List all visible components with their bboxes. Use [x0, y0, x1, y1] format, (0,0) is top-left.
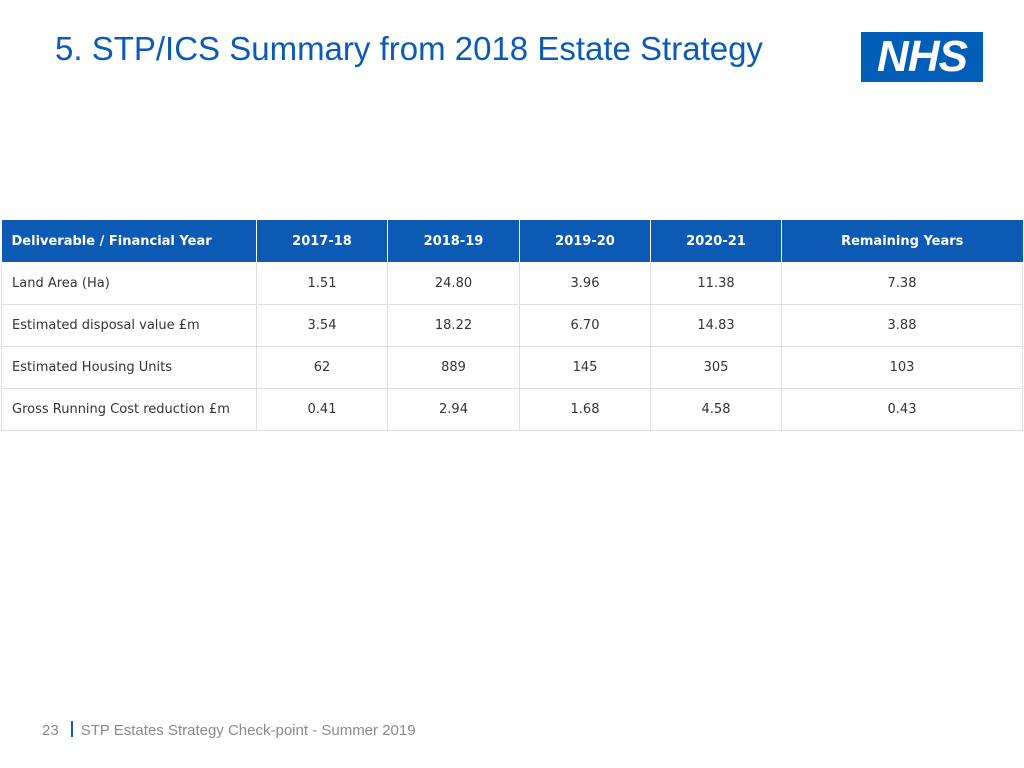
- column-header: Deliverable / Financial Year: [1, 220, 257, 263]
- page-title: 5. STP/ICS Summary from 2018 Estate Stra…: [55, 30, 763, 67]
- column-header: 2017-18: [256, 220, 388, 263]
- table-cell: 305: [650, 346, 782, 389]
- table-cell: 7.38: [781, 262, 1023, 305]
- table-cell: 0.43: [781, 388, 1023, 431]
- table-cell: 103: [781, 346, 1023, 389]
- table-cell: 14.83: [650, 304, 782, 347]
- nhs-logo: NHS: [861, 32, 983, 82]
- table-cell: 1.68: [519, 388, 651, 431]
- table-cell: 18.22: [387, 304, 520, 347]
- table-row: Estimated disposal value £m 3.54 18.22 6…: [1, 304, 1023, 347]
- row-label: Estimated Housing Units: [1, 346, 257, 389]
- page-number: 23: [42, 722, 59, 739]
- column-header: Remaining Years: [781, 220, 1023, 263]
- table-cell: 889: [387, 346, 520, 389]
- column-header: 2018-19: [387, 220, 520, 263]
- table-cell: 6.70: [519, 304, 651, 347]
- summary-table: Deliverable / Financial Year 2017-18 201…: [1, 220, 1023, 431]
- column-header: 2020-21: [650, 220, 782, 263]
- table-row: Land Area (Ha) 1.51 24.80 3.96 11.38 7.3…: [1, 262, 1023, 305]
- table-cell: 3.96: [519, 262, 651, 305]
- table-row: Estimated Housing Units 62 889 145 305 1…: [1, 346, 1023, 389]
- footer: 23 STP Estates Strategy Check-point - Sum…: [42, 721, 416, 739]
- table-cell: 3.54: [256, 304, 388, 347]
- table-cell: 1.51: [256, 262, 388, 305]
- row-label: Gross Running Cost reduction £m: [1, 388, 257, 431]
- footer-text: STP Estates Strategy Check-point - Summe…: [80, 722, 416, 739]
- table-header-row: Deliverable / Financial Year 2017-18 201…: [1, 220, 1023, 263]
- table-cell: 0.41: [256, 388, 388, 431]
- row-label: Land Area (Ha): [1, 262, 257, 305]
- table-cell: 2.94: [387, 388, 520, 431]
- column-header: 2019-20: [519, 220, 651, 263]
- table-cell: 145: [519, 346, 651, 389]
- table-row: Gross Running Cost reduction £m 0.41 2.9…: [1, 388, 1023, 431]
- row-label: Estimated disposal value £m: [1, 304, 257, 347]
- table-cell: 24.80: [387, 262, 520, 305]
- table-cell: 62: [256, 346, 388, 389]
- table-cell: 11.38: [650, 262, 782, 305]
- table-cell: 3.88: [781, 304, 1023, 347]
- footer-divider: [70, 721, 73, 737]
- table-cell: 4.58: [650, 388, 782, 431]
